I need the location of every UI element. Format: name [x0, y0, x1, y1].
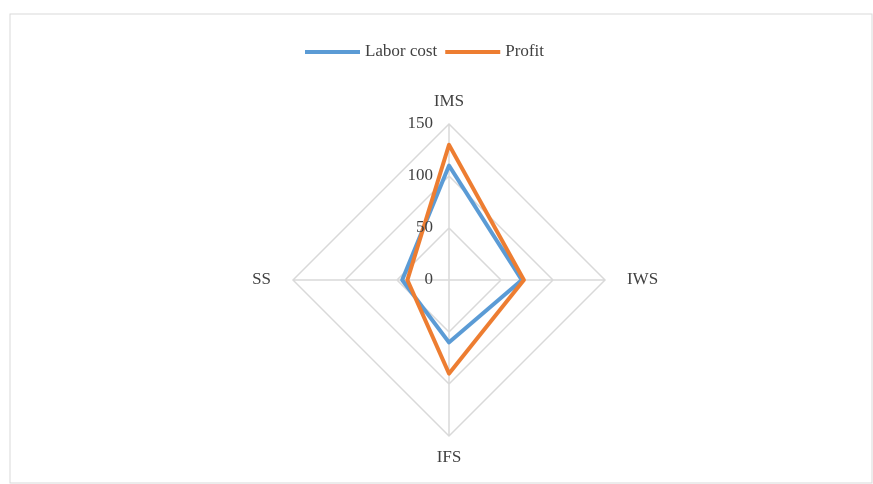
category-label: IMS [434, 91, 464, 110]
category-label: SS [252, 269, 271, 288]
category-label: IWS [627, 269, 658, 288]
y-tick-label: 50 [416, 217, 433, 236]
series-line [405, 142, 526, 376]
y-tick-label: 0 [425, 269, 434, 288]
y-tick-label: 100 [408, 165, 434, 184]
legend-label: Labor cost [365, 41, 438, 60]
chart-frame [9, 13, 873, 484]
legend-label: Profit [505, 41, 544, 60]
category-label: IFS [437, 447, 462, 466]
y-tick-label: 150 [408, 113, 434, 132]
